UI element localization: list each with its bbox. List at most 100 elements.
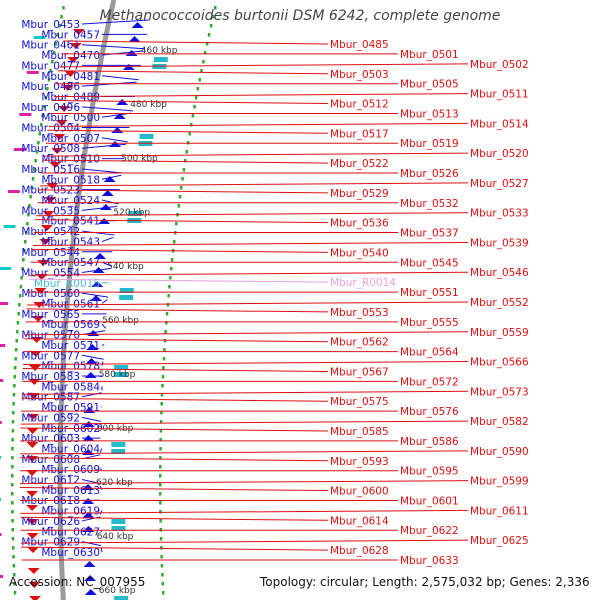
gene-label: Mbur_0571 <box>41 340 100 352</box>
gene-label: Mbur_0502 <box>470 59 529 71</box>
label-leader-line <box>47 129 329 134</box>
gene-label: Mbur_0526 <box>400 168 459 180</box>
gene-label: Mbur_0590 <box>470 446 529 458</box>
ring-dot <box>11 528 14 532</box>
forward-gene-arrow <box>91 281 104 287</box>
ring-dot <box>25 231 28 235</box>
ring-dot <box>159 510 162 514</box>
ring-dot <box>30 186 34 190</box>
ring-dot <box>159 492 162 496</box>
forward-gene-arrow <box>94 253 107 259</box>
ring-dot <box>11 456 14 460</box>
gene-block <box>0 533 2 536</box>
ring-dot <box>12 411 15 415</box>
ring-dot <box>11 537 15 541</box>
gene-label: Mbur_0514 <box>470 118 529 130</box>
gene-label: Mbur_0592 <box>21 412 80 424</box>
gene-label: Mbur_0540 <box>330 247 389 259</box>
ring-dot <box>38 132 41 136</box>
reverse-gene-arrow <box>42 211 55 217</box>
gene-block <box>0 456 2 459</box>
gene-block <box>0 379 4 382</box>
label-leader-line <box>27 301 469 306</box>
gene-label: Mbur_0461 <box>21 40 80 52</box>
label-leader-line <box>26 308 329 313</box>
label-leader-line <box>24 331 469 336</box>
ring-dot <box>173 240 176 244</box>
reverse-gene-arrow <box>29 351 42 357</box>
gene-label: Mbur_0577 <box>21 350 80 362</box>
label-leader-line <box>20 509 469 514</box>
forward-gene-arrow <box>85 358 98 364</box>
scale-tick-label: 460 kbp <box>141 46 178 56</box>
ring-dot <box>167 294 170 298</box>
gene-label: Mbur_0630 <box>41 547 100 559</box>
reverse-gene-arrow <box>26 533 39 539</box>
ring-dot <box>13 582 16 586</box>
label-leader-line <box>38 189 329 194</box>
gene-block <box>119 288 134 293</box>
gene-label: Mbur_0573 <box>470 386 529 398</box>
label-leader-line <box>81 44 145 50</box>
label-leader-line <box>20 427 329 432</box>
reverse-gene-arrow <box>58 106 71 112</box>
gene-label: Mbur_R0015 <box>34 278 100 290</box>
gene-block <box>0 498 2 501</box>
gene-label: Mbur_0532 <box>400 198 459 210</box>
forward-gene-arrow <box>125 50 138 56</box>
gene-label: Mbur_0485 <box>330 39 389 51</box>
ring-dot <box>180 186 183 190</box>
ring-dot <box>16 330 19 334</box>
label-leader-line <box>19 480 469 485</box>
gene-block <box>128 211 143 216</box>
gene-label: Mbur_0595 <box>400 466 459 478</box>
forward-gene-arrow <box>84 589 97 595</box>
gene-label: Mbur_0501 <box>400 49 459 61</box>
label-leader-line <box>22 367 329 372</box>
ring-dot <box>202 60 205 64</box>
label-leader-line <box>81 143 127 149</box>
forward-gene-arrow <box>101 190 114 196</box>
label-leader-line <box>35 219 329 224</box>
ring-dot <box>60 15 63 19</box>
ring-dot <box>169 276 172 280</box>
gene-label: Mbur_0555 <box>400 317 459 329</box>
forward-gene-arrow <box>99 204 112 210</box>
scale-tick-label: 500 kbp <box>121 154 158 164</box>
gene-block <box>0 302 9 305</box>
ring-dot <box>196 87 200 91</box>
reverse-gene-arrow <box>67 57 80 63</box>
ring-dot <box>12 564 16 568</box>
ring-dot <box>200 69 203 73</box>
ring-dot <box>211 15 215 19</box>
ring-dot <box>203 51 207 55</box>
ring-dot <box>181 177 184 181</box>
label-leader-line <box>81 292 109 298</box>
ring-dot <box>11 492 14 496</box>
gene-block <box>111 449 126 454</box>
ring-dot <box>184 159 187 163</box>
ring-dot <box>44 96 47 100</box>
gene-label: Mbur_0520 <box>470 148 529 160</box>
gene-block <box>113 372 128 377</box>
gene-label: Mbur_0567 <box>330 366 389 378</box>
label-leader-line <box>63 40 329 45</box>
ring-dot <box>47 78 51 82</box>
gene-label: Mbur_0583 <box>21 371 80 383</box>
ring-dot <box>162 591 165 595</box>
gene-block <box>7 190 20 193</box>
ring-dot <box>159 537 163 541</box>
label-leader-line <box>81 19 150 25</box>
ring-dot <box>11 465 14 469</box>
forward-gene-arrow <box>116 99 129 105</box>
ring-dot <box>159 465 162 469</box>
label-leader-line <box>23 361 469 366</box>
gene-label: Mbur_0496 <box>21 102 80 114</box>
gene-label: Mbur_0603 <box>21 433 80 445</box>
gene-block <box>13 148 26 151</box>
reverse-gene-arrow <box>29 365 42 371</box>
gene-label: Mbur_0508 <box>21 143 80 155</box>
forward-gene-arrow <box>90 295 103 301</box>
reverse-gene-arrow <box>26 491 39 497</box>
reverse-gene-arrow <box>51 148 64 154</box>
